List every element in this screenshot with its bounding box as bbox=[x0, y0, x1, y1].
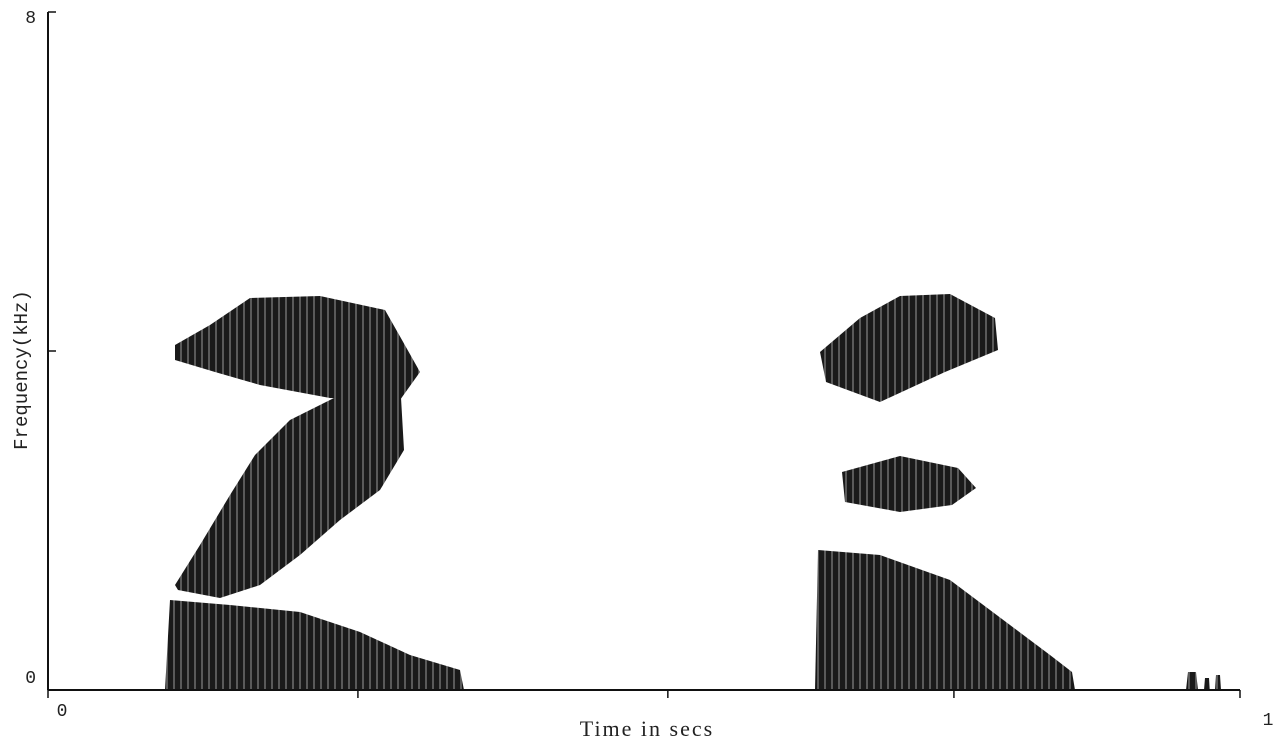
y-tick-label: 0 bbox=[25, 669, 36, 689]
y-tick-label: 8 bbox=[25, 9, 36, 29]
formant-band bbox=[175, 296, 420, 400]
formant-band bbox=[175, 380, 404, 598]
formant-band bbox=[1186, 672, 1221, 690]
y-axis-label: Frequency(kHz) bbox=[11, 290, 33, 450]
x-axis-label: Time in secs bbox=[580, 716, 714, 741]
x-tick-label: 1 bbox=[1263, 711, 1274, 731]
spectrogram-energy bbox=[165, 294, 1221, 690]
formant-band bbox=[820, 294, 998, 402]
formant-band bbox=[815, 550, 1075, 690]
formant-band bbox=[165, 600, 464, 690]
formant-band bbox=[842, 456, 976, 512]
x-tick-label: 0 bbox=[57, 702, 68, 722]
